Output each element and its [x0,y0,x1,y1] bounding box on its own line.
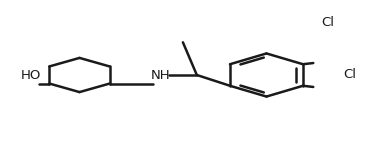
Text: NH: NH [151,69,170,81]
Text: Cl: Cl [322,16,335,29]
Text: HO: HO [21,69,41,81]
Text: Cl: Cl [343,68,357,81]
